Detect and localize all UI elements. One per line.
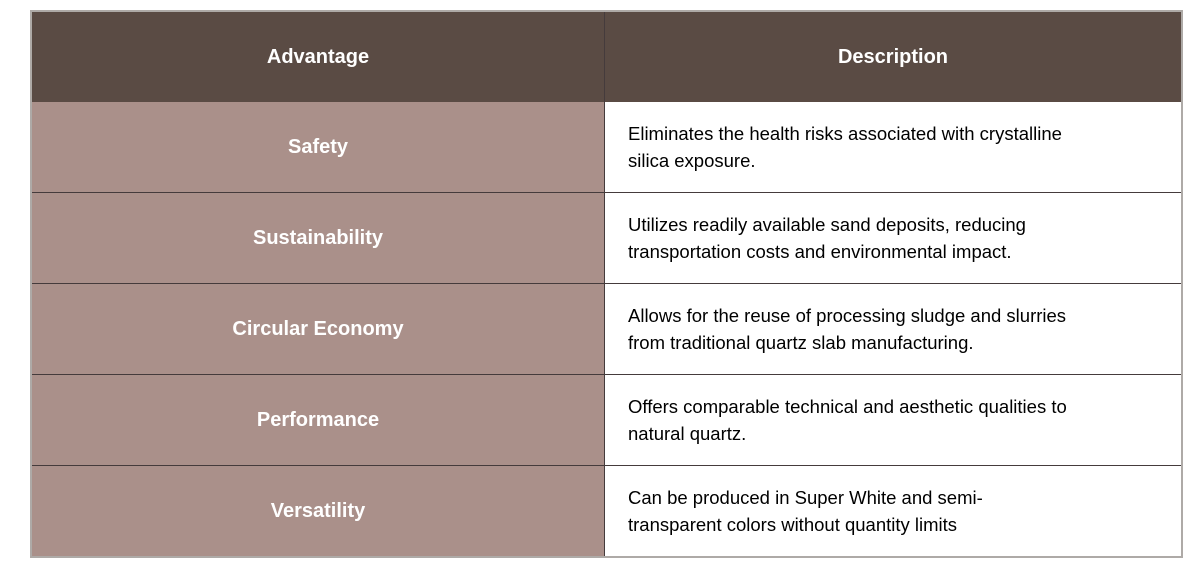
advantage-cell: Performance: [32, 375, 605, 465]
column-header-advantage: Advantage: [32, 12, 605, 102]
column-header-description: Description: [605, 12, 1181, 102]
description-cell: Utilizes readily available sand deposits…: [605, 193, 1181, 283]
advantage-cell: Sustainability: [32, 193, 605, 283]
advantages-table: Advantage Description Safety Eliminates …: [30, 10, 1183, 558]
description-cell: Can be produced in Super White and semi-…: [605, 466, 1181, 556]
table-row: Sustainability Utilizes readily availabl…: [32, 192, 1181, 283]
advantage-cell: Versatility: [32, 466, 605, 556]
table-row: Performance Offers comparable technical …: [32, 374, 1181, 465]
table-row: Versatility Can be produced in Super Whi…: [32, 465, 1181, 556]
header-row: Advantage Description: [32, 12, 1181, 102]
table-row: Circular Economy Allows for the reuse of…: [32, 283, 1181, 374]
advantage-cell: Safety: [32, 102, 605, 192]
advantage-cell: Circular Economy: [32, 284, 605, 374]
description-cell: Allows for the reuse of processing sludg…: [605, 284, 1181, 374]
description-cell: Eliminates the health risks associated w…: [605, 102, 1181, 192]
table-row: Safety Eliminates the health risks assoc…: [32, 102, 1181, 192]
description-cell: Offers comparable technical and aestheti…: [605, 375, 1181, 465]
